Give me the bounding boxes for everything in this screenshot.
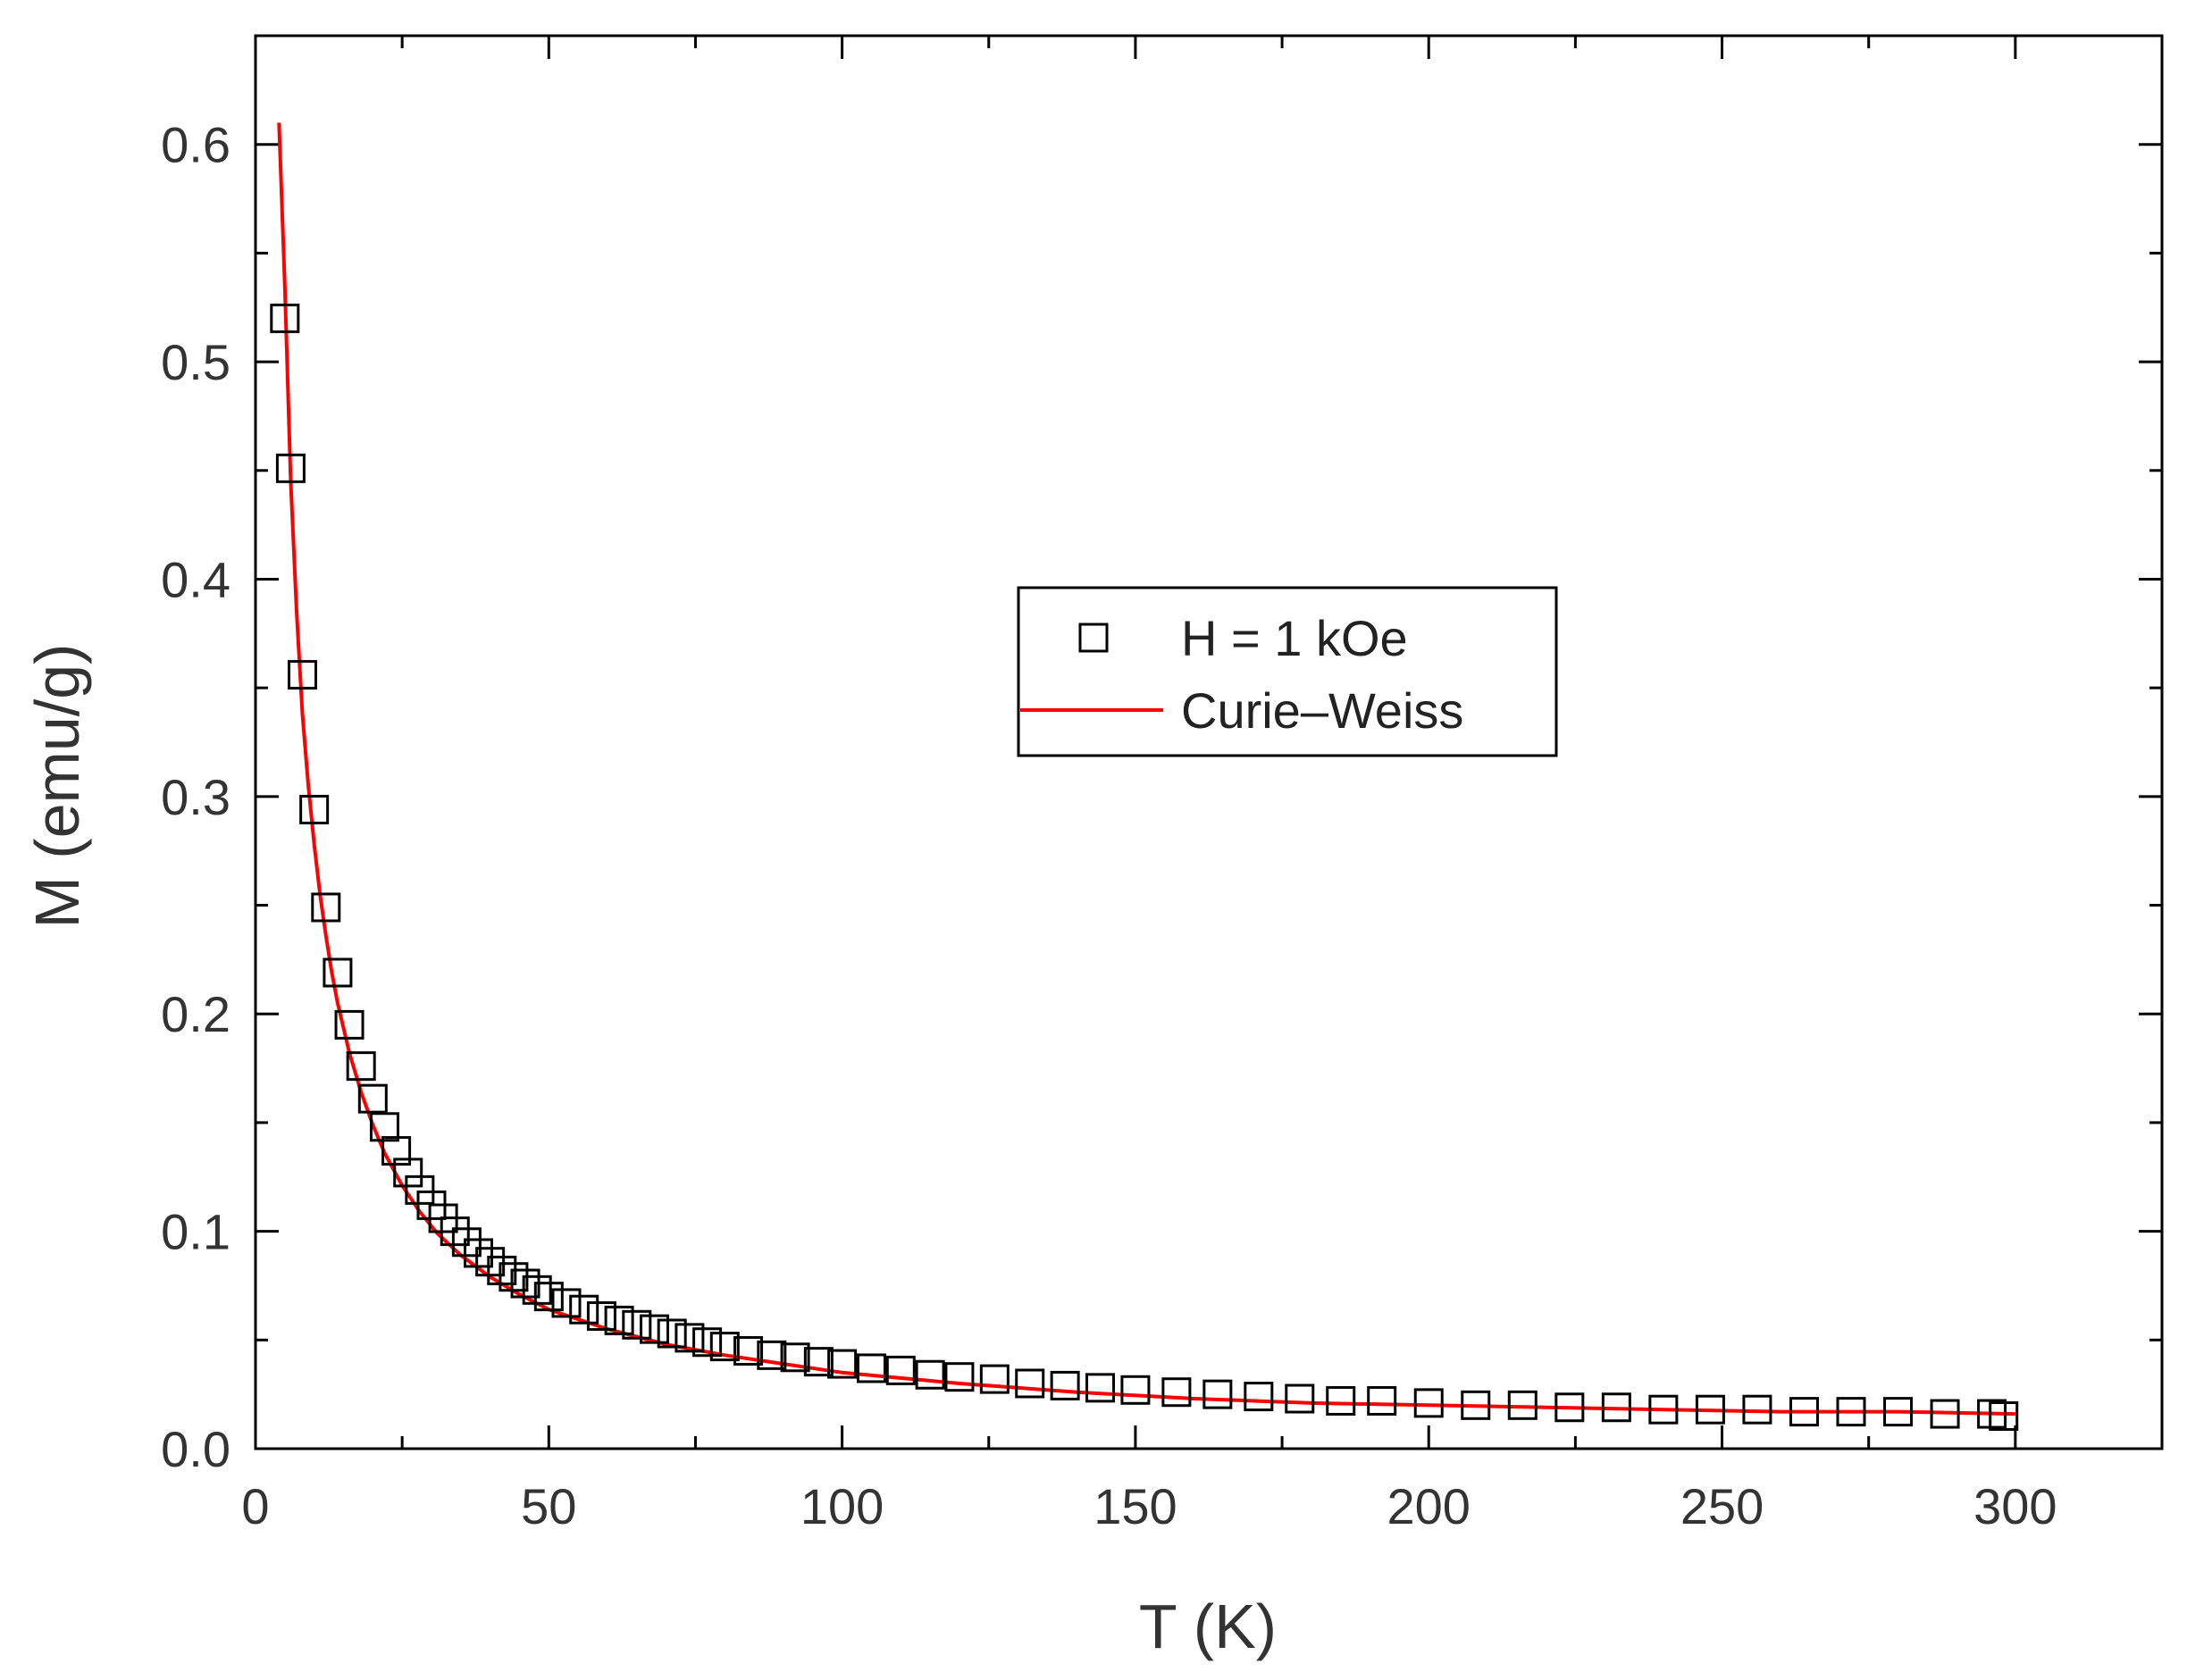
y-tick-label: 0.0	[161, 1421, 230, 1477]
data-point	[1789, 1397, 1819, 1427]
data-point	[1883, 1397, 1914, 1427]
y-tick-label: 0.2	[161, 986, 230, 1042]
legend-label-fit: Curie–Weiss	[1181, 682, 1463, 739]
y-axis-title: M (emu/g)	[22, 644, 92, 929]
data-point	[1202, 1379, 1233, 1409]
data-point	[334, 1009, 364, 1040]
data-points-layer	[270, 303, 2019, 1431]
data-point	[405, 1174, 435, 1205]
data-point	[569, 1294, 599, 1325]
data-point	[1977, 1399, 2007, 1429]
data-point	[299, 794, 330, 824]
data-point	[323, 957, 353, 988]
x-tick-label: 250	[1680, 1478, 1764, 1534]
data-point	[1742, 1394, 1772, 1425]
plot-frame	[254, 34, 2164, 1450]
data-point	[657, 1318, 687, 1349]
data-point	[979, 1364, 1010, 1394]
data-point	[464, 1238, 494, 1268]
x-tick-label: 100	[800, 1478, 884, 1534]
data-point	[856, 1353, 886, 1383]
data-point	[586, 1301, 616, 1332]
data-point	[1050, 1370, 1080, 1400]
legend: H = 1 kOe Curie–Weiss	[1017, 586, 1558, 757]
data-point	[522, 1275, 552, 1305]
legend-label-data: H = 1 kOe	[1181, 610, 1408, 666]
data-point	[451, 1227, 482, 1258]
data-point	[675, 1323, 705, 1353]
data-point	[733, 1335, 764, 1366]
data-point	[440, 1216, 470, 1247]
x-axis-title: T (K)	[1139, 1592, 1277, 1661]
data-point	[311, 892, 341, 923]
x-tick-label: 150	[1094, 1478, 1177, 1534]
data-point	[639, 1314, 669, 1344]
data-point	[622, 1309, 652, 1340]
data-point	[475, 1247, 506, 1277]
x-tick-label: 300	[1973, 1478, 2057, 1534]
data-point	[270, 303, 300, 333]
data-point	[885, 1355, 916, 1385]
legend-marker-square	[1078, 623, 1109, 653]
data-point	[915, 1359, 945, 1390]
data-point	[944, 1362, 975, 1392]
data-point	[1285, 1383, 1315, 1414]
data-point	[692, 1327, 723, 1358]
data-point	[1989, 1400, 2019, 1431]
data-point	[1413, 1388, 1444, 1418]
data-point	[803, 1347, 834, 1377]
data-point	[1554, 1392, 1585, 1423]
x-tick-label: 200	[1387, 1478, 1471, 1534]
data-point	[357, 1083, 388, 1114]
y-tick-label: 0.4	[161, 551, 230, 607]
y-axis-ticks: 0.0 0.1 0.2 0.3 0.4 0.5 0.6	[161, 34, 2162, 1477]
data-point	[551, 1288, 582, 1318]
data-point	[275, 453, 306, 483]
data-point	[1367, 1385, 1397, 1416]
data-point	[1015, 1368, 1045, 1399]
fit-line-layer	[277, 122, 2015, 1417]
data-point	[381, 1136, 412, 1166]
data-point	[369, 1112, 399, 1142]
x-axis-ticks: 0 50 100 150 200 250 300	[241, 36, 2164, 1534]
data-point	[1326, 1385, 1356, 1416]
data-point	[1836, 1397, 1866, 1427]
data-point	[1120, 1375, 1151, 1405]
data-point	[827, 1349, 858, 1379]
x-tick-label: 0	[241, 1478, 269, 1534]
y-tick-label: 0.6	[161, 117, 230, 173]
data-point	[757, 1340, 787, 1370]
data-point	[1507, 1390, 1538, 1420]
data-point	[1085, 1373, 1116, 1403]
data-point	[1930, 1399, 1960, 1429]
data-point	[709, 1332, 740, 1362]
data-point	[1695, 1394, 1725, 1425]
data-point	[780, 1342, 810, 1373]
data-point	[1161, 1377, 1192, 1408]
data-point	[1461, 1390, 1491, 1420]
data-point	[533, 1282, 564, 1312]
data-point	[1648, 1394, 1679, 1425]
data-point	[1601, 1392, 1631, 1423]
data-point	[288, 660, 318, 690]
y-tick-label: 0.5	[161, 334, 230, 390]
y-tick-label: 0.1	[161, 1204, 230, 1260]
data-point	[346, 1051, 376, 1082]
data-point	[604, 1305, 634, 1335]
data-point	[1244, 1382, 1274, 1412]
y-tick-label: 0.3	[161, 769, 230, 825]
data-point	[393, 1158, 423, 1188]
curie-weiss-fit-line	[277, 122, 2015, 1417]
x-tick-label: 50	[521, 1478, 576, 1534]
legend-box	[1017, 586, 1558, 757]
